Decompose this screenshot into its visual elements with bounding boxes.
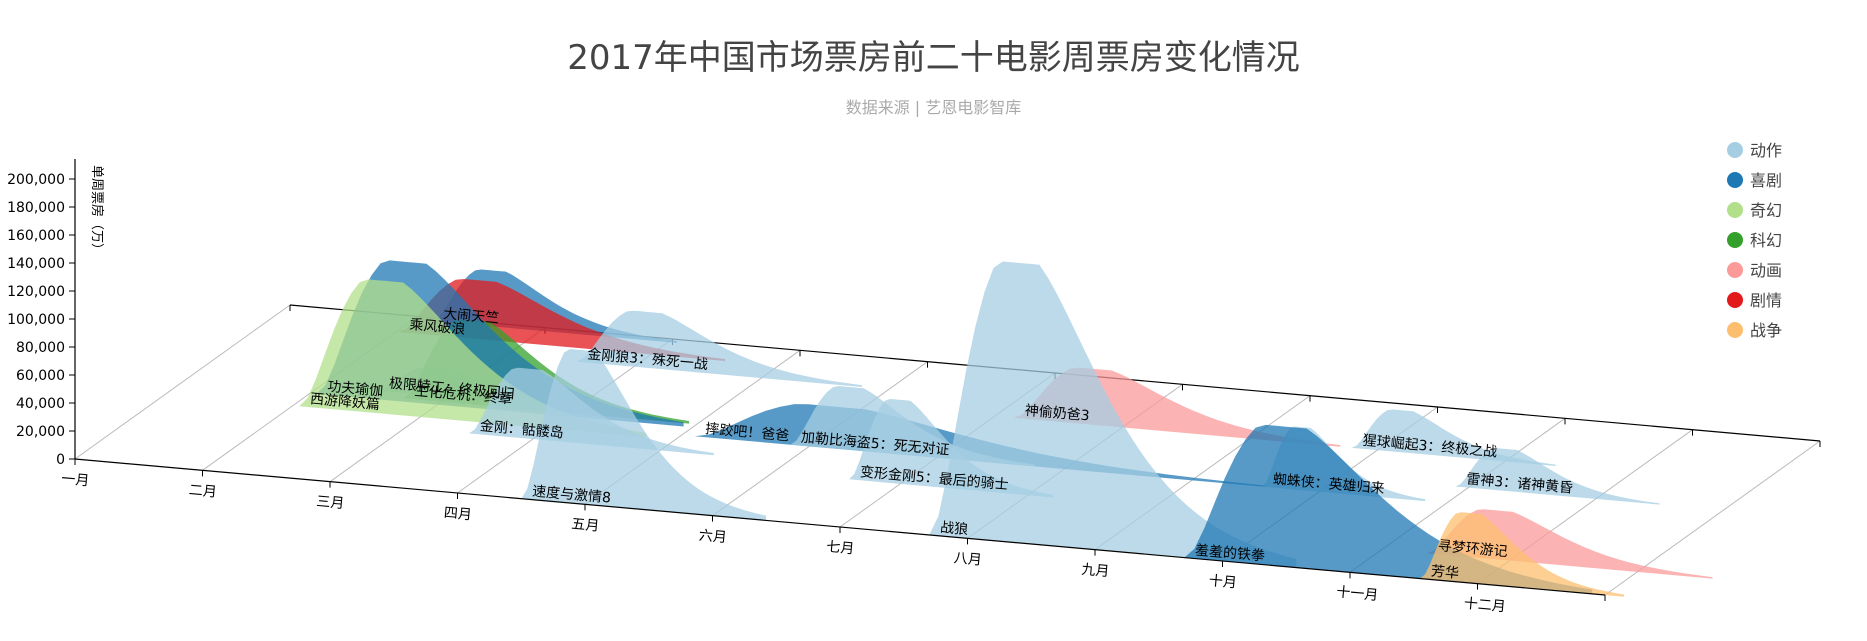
- film-area: [1426, 509, 1713, 579]
- film-area: [1184, 424, 1593, 594]
- film-area: [1420, 512, 1625, 597]
- film-label: 功夫瑜伽: [327, 379, 384, 400]
- legend-swatch[interactable]: [1727, 232, 1743, 248]
- x-tick-label: 六月: [698, 528, 727, 546]
- film-label: 战狼: [940, 520, 969, 538]
- legend-label[interactable]: 喜剧: [1750, 171, 1782, 190]
- chart-title: 2017年中国市场票房前二十电影周票房变化情况: [567, 38, 1300, 78]
- legend-swatch[interactable]: [1727, 142, 1743, 158]
- film-label: 西游降妖篇: [309, 391, 380, 413]
- x-tick-label: 一月: [61, 471, 90, 489]
- y-tick-label: 200,000: [7, 172, 65, 188]
- x-tick-label: 九月: [1081, 562, 1110, 580]
- film-area: [849, 399, 1054, 498]
- film-area: [398, 279, 725, 361]
- y-tick-label: 0: [56, 452, 65, 468]
- film-area: [1455, 448, 1660, 505]
- legend-label[interactable]: 动画: [1750, 261, 1782, 280]
- y-tick-label: 20,000: [16, 424, 65, 440]
- x-tick-label: 十二月: [1463, 596, 1506, 616]
- legend-swatch[interactable]: [1727, 292, 1743, 308]
- x-tick-label: 八月: [953, 550, 982, 568]
- film-area: [299, 279, 646, 437]
- legend-swatch[interactable]: [1727, 202, 1743, 218]
- x-tick-label: 二月: [188, 482, 217, 500]
- film-label: 速度与激情8: [532, 483, 612, 507]
- legend-label[interactable]: 科幻: [1750, 231, 1782, 250]
- legend-label[interactable]: 剧情: [1750, 291, 1782, 310]
- x-tick-label: 十月: [1208, 573, 1237, 591]
- film-label: 乘风破浪: [409, 317, 466, 338]
- legend-swatch[interactable]: [1727, 262, 1743, 278]
- legend-label[interactable]: 奇幻: [1750, 201, 1782, 220]
- x-tick-label: 三月: [316, 494, 345, 512]
- legend-label[interactable]: 动作: [1750, 141, 1782, 160]
- film-label: 寻梦环游记: [1437, 538, 1508, 560]
- y-tick-label: 100,000: [7, 312, 65, 328]
- film-label: 神偷奶爸3: [1024, 403, 1090, 425]
- chart-subtitle: 数据来源 | 艺恩电影智库: [845, 98, 1022, 117]
- film-label: 羞羞的铁拳: [1194, 543, 1265, 565]
- film-label: 金刚：骷髅岛: [479, 418, 564, 441]
- film-area: [1351, 409, 1556, 466]
- x-tick-label: 四月: [443, 505, 472, 523]
- y-tick-label: 140,000: [7, 256, 65, 272]
- x-tick-label: 五月: [571, 516, 600, 534]
- film-label: 芳华: [1430, 563, 1459, 582]
- y-tick-label: 60,000: [16, 368, 65, 384]
- y-axis-title: 单周票房（万）: [89, 165, 105, 256]
- film-area: [576, 310, 862, 387]
- film-label: 大闹天竺: [443, 306, 500, 327]
- legend-swatch[interactable]: [1727, 172, 1743, 188]
- x-tick-label: 七月: [826, 539, 855, 557]
- legend-swatch[interactable]: [1727, 322, 1743, 338]
- y-tick-label: 40,000: [16, 396, 65, 412]
- depth-gridline: [74, 304, 291, 460]
- film-area: [929, 261, 1297, 568]
- x-tick-label: 十一月: [1336, 584, 1379, 604]
- film-area: [521, 349, 766, 521]
- y-tick-label: 180,000: [7, 200, 65, 216]
- legend-label[interactable]: 战争: [1750, 321, 1782, 340]
- y-tick-label: 120,000: [7, 284, 65, 300]
- y-tick-label: 80,000: [16, 340, 65, 356]
- y-tick-label: 160,000: [7, 228, 65, 244]
- film-areas: [299, 260, 1713, 597]
